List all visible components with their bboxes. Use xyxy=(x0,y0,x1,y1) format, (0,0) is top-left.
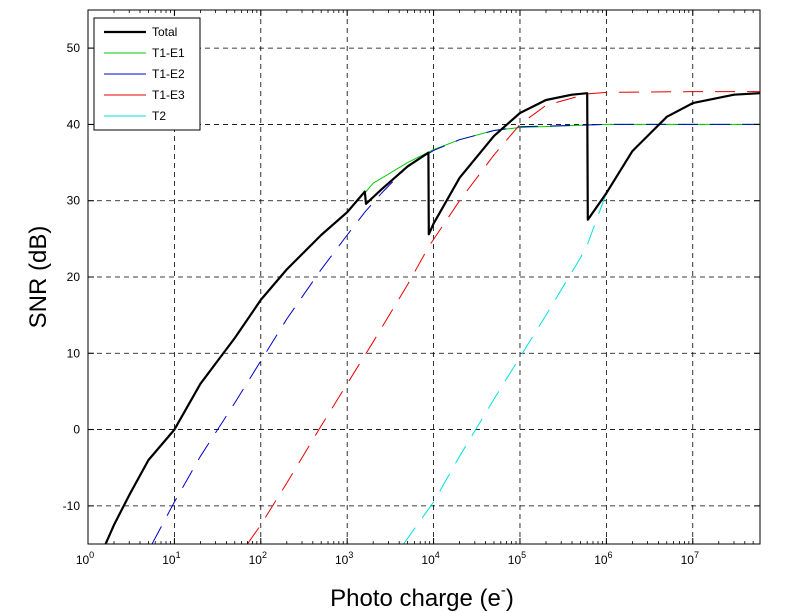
x-tick-label-base: 10 xyxy=(421,553,435,567)
y-tick-label: 50 xyxy=(67,41,81,55)
legend-label: T2 xyxy=(152,109,166,123)
x-tick-label: 107 xyxy=(681,550,699,567)
x-tick-label-exp: 5 xyxy=(521,550,526,560)
series-lines xyxy=(104,91,760,544)
y-axis-title: SNR (dB) xyxy=(25,226,52,329)
x-tick-label: 100 xyxy=(76,550,94,567)
legend-label: T1-E3 xyxy=(152,88,185,102)
series-line-t1-e2 xyxy=(151,123,760,544)
x-tick-label-base: 10 xyxy=(335,553,349,567)
x-tick-label-exp: 7 xyxy=(694,550,699,560)
legend-label: Total xyxy=(152,25,177,39)
x-tick-label-base: 10 xyxy=(249,553,263,567)
legend: Total T1-E1 T1-E2 T1-E3 T2 xyxy=(93,17,201,131)
x-tick-label: 105 xyxy=(508,550,526,567)
x-axis-title: Photo charge (e-) xyxy=(330,582,514,612)
y-tick-label: -10 xyxy=(63,499,81,513)
x-tick-label-base: 10 xyxy=(681,553,695,567)
y-tick-label: 20 xyxy=(67,270,81,284)
x-axis-title-sup: - xyxy=(501,582,506,599)
series-line-t1-e3 xyxy=(246,91,760,544)
x-tick-label-exp: 1 xyxy=(176,550,181,560)
series-group xyxy=(104,91,760,544)
x-tick-label-exp: 2 xyxy=(262,550,267,560)
x-tick-label-base: 10 xyxy=(508,553,522,567)
x-tick-label-base: 10 xyxy=(162,553,176,567)
x-tick-label-base: 10 xyxy=(76,553,90,567)
x-tick-label-base: 10 xyxy=(594,553,608,567)
x-tick-label: 106 xyxy=(594,550,612,567)
x-axis-title-main: Photo charge (e xyxy=(330,585,501,612)
x-tick-label-exp: 3 xyxy=(348,550,353,560)
x-tick-label: 102 xyxy=(249,550,267,567)
x-tick-label: 101 xyxy=(162,550,180,567)
x-tick-label-exp: 0 xyxy=(89,550,94,560)
series-line-total xyxy=(104,92,760,544)
y-tick-label: 40 xyxy=(67,117,81,131)
x-tick-label-exp: 4 xyxy=(435,550,440,560)
y-tick-label: 0 xyxy=(73,423,80,437)
x-tick-label-exp: 6 xyxy=(608,550,613,560)
x-axis-title-close: ) xyxy=(506,585,514,612)
x-tick-label: 103 xyxy=(335,550,353,567)
y-tick-label: 30 xyxy=(67,194,81,208)
y-tick-label: 10 xyxy=(67,346,81,360)
legend-label: T1-E2 xyxy=(152,67,185,81)
x-tick-label: 104 xyxy=(421,550,439,567)
legend-label: T1-E1 xyxy=(152,46,185,60)
